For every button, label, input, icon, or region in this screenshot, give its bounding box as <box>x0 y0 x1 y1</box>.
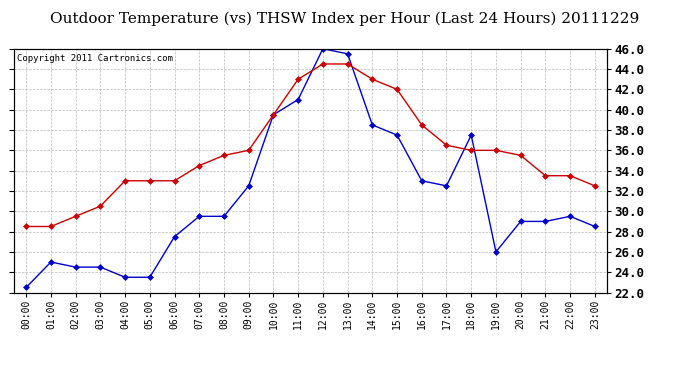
Text: Copyright 2011 Cartronics.com: Copyright 2011 Cartronics.com <box>17 54 172 63</box>
Text: Outdoor Temperature (vs) THSW Index per Hour (Last 24 Hours) 20111229: Outdoor Temperature (vs) THSW Index per … <box>50 11 640 26</box>
